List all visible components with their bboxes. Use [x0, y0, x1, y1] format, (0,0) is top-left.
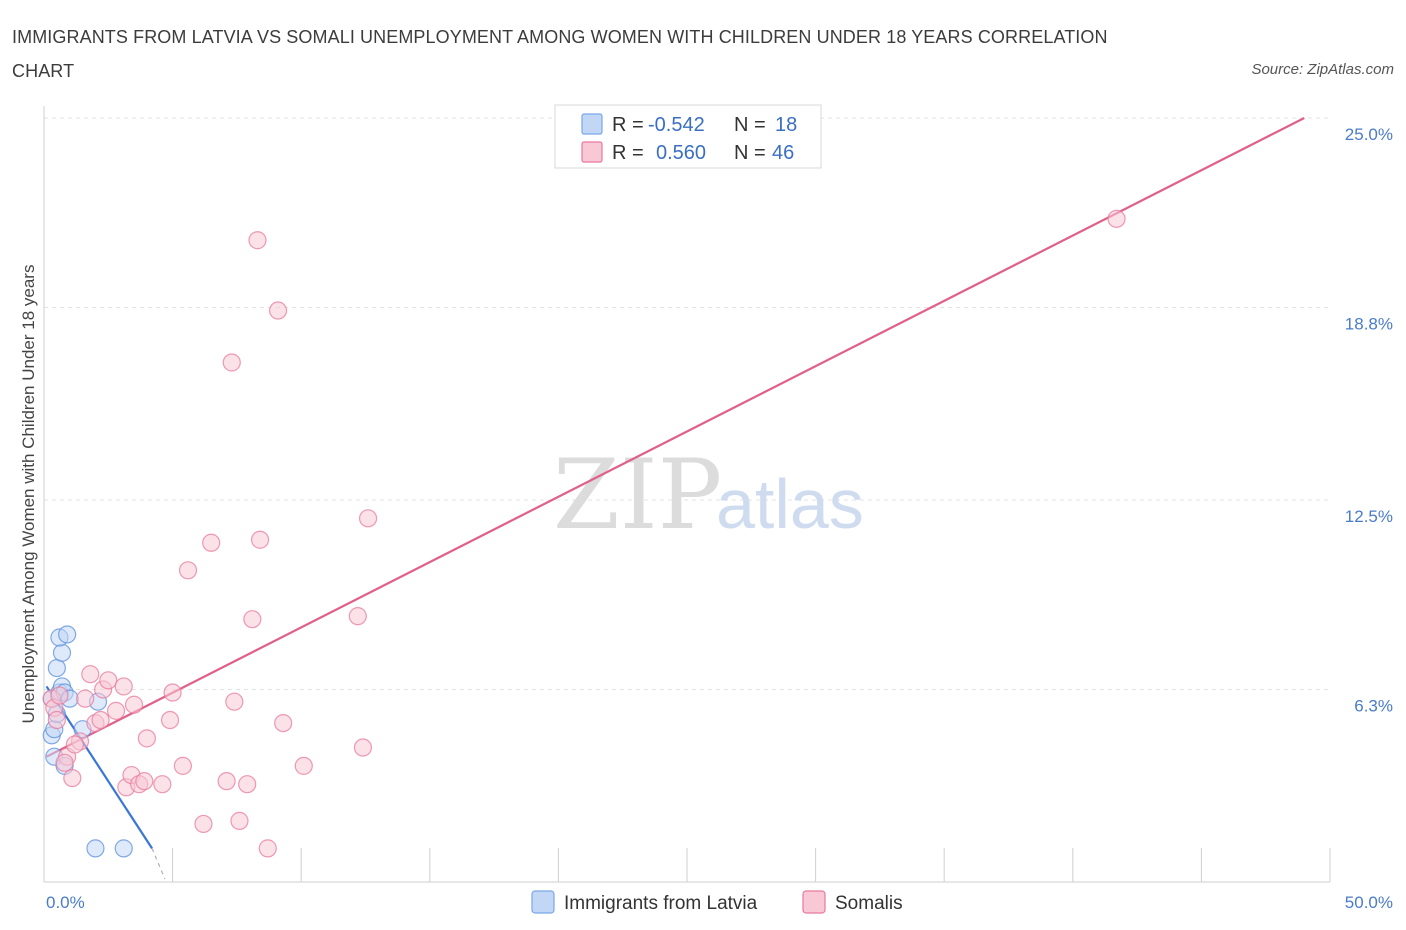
- point-somalis-44: [65, 735, 84, 754]
- legend-n-value-latvia: 18: [775, 114, 797, 136]
- point-somalis-30: [225, 692, 244, 711]
- bottom-legend-swatch-somalis: [802, 890, 826, 914]
- point-somalis-28: [217, 772, 236, 791]
- point-somalis-38: [274, 713, 293, 733]
- legend-swatch-somalis: [581, 141, 603, 163]
- point-somalis-42: [358, 509, 378, 528]
- watermark: ZIP atlas: [553, 439, 864, 551]
- series-legend: Immigrants from Latvia Somalis: [531, 890, 903, 914]
- point-somalis-5: [63, 768, 82, 788]
- point-somalis-2: [47, 710, 66, 730]
- source-label: Source: ZipAtlas.com: [1251, 61, 1394, 78]
- point-somalis-26: [194, 814, 213, 834]
- point-somalis-34: [248, 231, 267, 250]
- legend-r-value-latvia: -0.542: [648, 114, 705, 136]
- point-somalis-3: [50, 686, 69, 705]
- y-tick-label-2: 12.5%: [1345, 507, 1393, 526]
- point-somalis-32: [238, 775, 257, 794]
- watermark-atlas: atlas: [716, 465, 864, 543]
- point-somalis-17: [124, 695, 144, 714]
- chart-title: IMMIGRANTS FROM LATVIA VS SOMALI UNEMPLO…: [12, 27, 1108, 81]
- point-somalis-40: [348, 607, 367, 626]
- point-somalis-8: [81, 665, 100, 684]
- point-latvia-17: [114, 839, 133, 858]
- legend-n-label-somalis: N =: [734, 142, 766, 164]
- point-somalis-36: [258, 839, 277, 858]
- point-latvia-16: [86, 839, 105, 858]
- point-somalis-45: [55, 753, 74, 772]
- point-latvia-6: [47, 658, 66, 678]
- bottom-legend-swatch-latvia: [531, 890, 555, 914]
- point-somalis-7: [76, 689, 95, 708]
- point-somalis-23: [163, 683, 182, 702]
- trend-line-somalis: [46, 117, 1305, 758]
- point-somalis-27: [202, 533, 221, 552]
- point-somalis-14: [114, 677, 133, 696]
- point-somalis-22: [160, 710, 180, 730]
- point-somalis-21: [153, 775, 172, 794]
- y-tick-label-1: 18.8%: [1345, 314, 1393, 333]
- x-tick-marks: [172, 848, 1331, 882]
- data-points: [42, 209, 1126, 858]
- legend-r-label-latvia: R =: [612, 114, 644, 136]
- point-latvia-9: [58, 625, 77, 644]
- point-somalis-35: [250, 530, 270, 549]
- point-somalis-39: [294, 756, 313, 775]
- point-somalis-12: [99, 671, 118, 690]
- bottom-legend-label-somalis: Somalis: [835, 893, 903, 914]
- point-somalis-31: [230, 811, 249, 830]
- trend-extension-latvia: [151, 848, 166, 880]
- y-tick-label-0: 25.0%: [1345, 125, 1393, 144]
- point-somalis-20: [137, 729, 156, 748]
- legend-n-label-latvia: N =: [734, 114, 766, 136]
- bottom-legend-label-latvia: Immigrants from Latvia: [564, 893, 758, 914]
- tick-labels: 25.0% 18.8% 12.5% 6.3% 0.0% 50.0%: [46, 125, 1393, 912]
- point-somalis-24: [173, 756, 192, 775]
- point-somalis-19: [135, 772, 154, 791]
- y-tick-label-3: 6.3%: [1354, 696, 1393, 715]
- legend-r-label-somalis: R =: [612, 142, 644, 164]
- point-somalis-33: [243, 610, 262, 629]
- point-somalis-37: [268, 301, 288, 320]
- legend-n-value-somalis: 46: [772, 142, 794, 164]
- point-somalis-43: [1107, 209, 1126, 228]
- y-axis-label: Unemployment Among Women with Children U…: [19, 265, 38, 724]
- point-latvia-7: [52, 643, 72, 662]
- legend-r-value-somalis: 0.560: [656, 142, 706, 164]
- point-somalis-25: [178, 561, 198, 580]
- point-somalis-10: [91, 710, 110, 730]
- x-tick-label-1: 50.0%: [1345, 893, 1393, 912]
- x-tick-label-0: 0.0%: [46, 893, 85, 912]
- point-somalis-13: [106, 701, 126, 720]
- legend-swatch-latvia: [581, 113, 603, 135]
- correlation-legend: R = -0.542 N = 18 R = 0.560 N = 46: [554, 104, 822, 169]
- point-somalis-29: [222, 353, 241, 372]
- point-somalis-41: [353, 738, 373, 757]
